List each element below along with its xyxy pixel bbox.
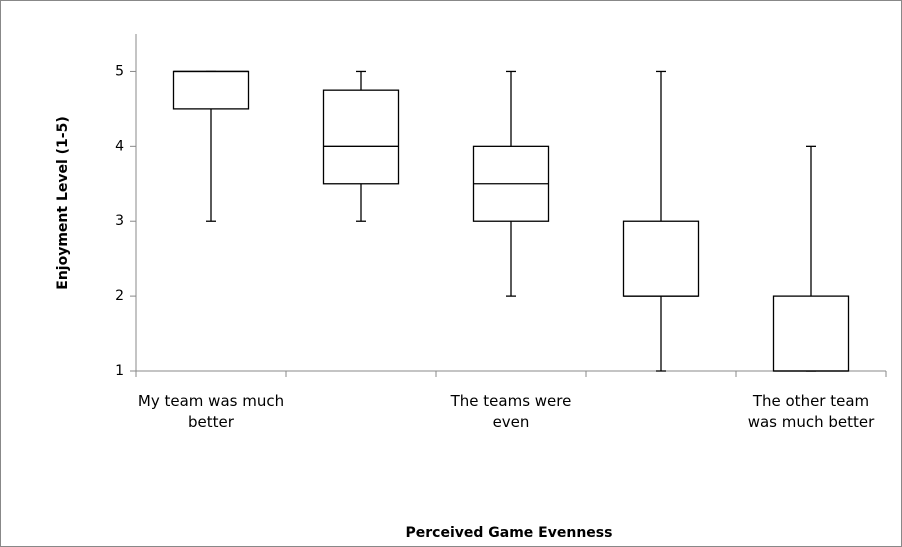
y-tick-label: 1: [115, 363, 124, 379]
y-tick-label: 2: [115, 288, 124, 304]
box: [772, 295, 850, 372]
box: [172, 70, 250, 110]
x-axis-title: Perceived Game Evenness: [406, 525, 613, 541]
y-tick-label: 5: [115, 63, 124, 79]
x-tick-label: My team was much better: [137, 392, 285, 431]
y-tick-label: 3: [115, 213, 124, 229]
box: [622, 220, 700, 297]
x-tick-label: The other team was much better: [747, 392, 875, 431]
box: [322, 89, 400, 185]
x-tick-label: The teams were even: [450, 392, 572, 431]
y-tick-label: 4: [115, 138, 124, 154]
y-axis-title: Enjoyment Level (1-5): [55, 116, 71, 290]
